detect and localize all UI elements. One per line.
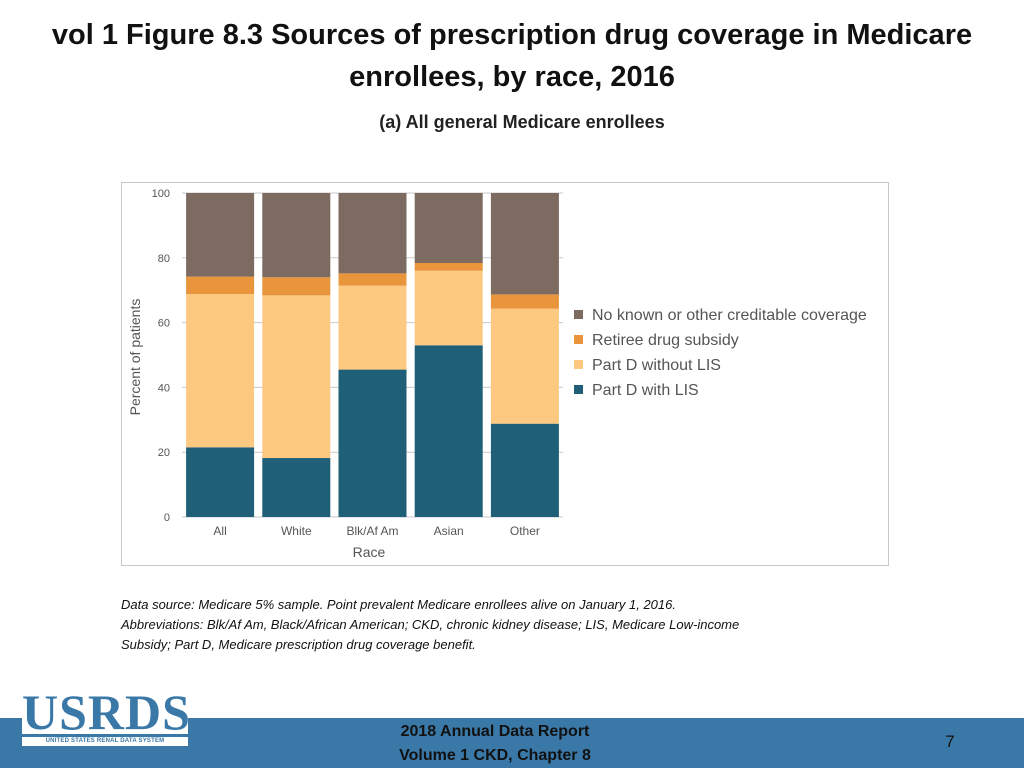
bar-segment [490, 193, 559, 295]
bar-segment [186, 193, 255, 277]
bar-segment [414, 270, 483, 346]
bar-segment [186, 447, 255, 517]
chart-title: (a) All general Medicare enrollees [379, 112, 665, 132]
footer-line-2: Volume 1 CKD, Chapter 8 [399, 747, 591, 764]
x-tick-label: White [281, 524, 312, 538]
logo-subtext: UNITED STATES RENAL DATA SYSTEM [45, 738, 165, 744]
legend-label: Retiree drug subsidy [592, 332, 739, 349]
legend-swatch [574, 360, 583, 369]
bar-segment [490, 308, 559, 424]
bar-segment [262, 277, 331, 296]
y-tick-label: 0 [164, 512, 170, 524]
logo-rule [22, 734, 188, 737]
logo-wordmark: USRDS [22, 684, 191, 740]
legend-swatch [574, 335, 583, 344]
bar-segment [490, 294, 559, 309]
y-tick-label: 20 [158, 447, 170, 459]
axes: 0 20 40 60 80 100 All White Blk/Af Am Asian Other [152, 188, 540, 538]
y-axis-label: Percent of patients [127, 299, 143, 416]
chart-frame: 0 20 40 60 80 100 All White Blk/Af Am Asian Other … [121, 182, 889, 566]
bar-segment [414, 193, 483, 263]
page-number: 7 [945, 732, 955, 751]
slide-title: vol 1 Figure 8.3 Sources of prescription… [51, 19, 973, 93]
legend-swatch [574, 310, 583, 319]
x-tick-label: Blk/Af Am [346, 524, 398, 538]
bar-segment [338, 369, 407, 517]
x-tick-label: Asian [434, 524, 464, 538]
bar-segment [262, 193, 331, 278]
legend-label: Part D without LIS [592, 357, 721, 374]
bar-segment [414, 262, 483, 271]
legend-label: Part D with LIS [592, 382, 699, 399]
bars [186, 193, 559, 517]
y-tick-label: 80 [158, 253, 170, 265]
legend-swatch [574, 385, 583, 394]
y-tick-label: 60 [158, 318, 170, 330]
bar-segment [338, 273, 407, 286]
y-tick-label: 100 [152, 188, 170, 200]
footer-line-1: 2018 Annual Data Report [400, 723, 590, 740]
usrds-logo: USRDS UNITED STATES RENAL DATA SYSTEM [22, 686, 190, 746]
legend: No known or other creditable coverage Ret… [574, 307, 867, 399]
y-tick-label: 40 [158, 382, 170, 394]
legend-label: No known or other creditable coverage [592, 307, 867, 324]
x-tick-label: All [213, 524, 226, 538]
bar-segment [490, 423, 559, 517]
x-tick-label: Other [510, 524, 540, 538]
bar-segment [338, 193, 407, 274]
bar-segment [414, 345, 483, 517]
bar-segment [186, 294, 255, 448]
footer-report-label: 2018 Annual Data Report Volume 1 CKD, Ch… [340, 720, 650, 768]
bar-segment [262, 458, 331, 517]
bar-segment [186, 276, 255, 295]
x-axis-label: Race [353, 544, 386, 560]
data-source-footnote: Data source: Medicare 5% sample. Point p… [121, 597, 740, 652]
bar-segment [338, 285, 407, 370]
bar-segment [262, 295, 331, 459]
